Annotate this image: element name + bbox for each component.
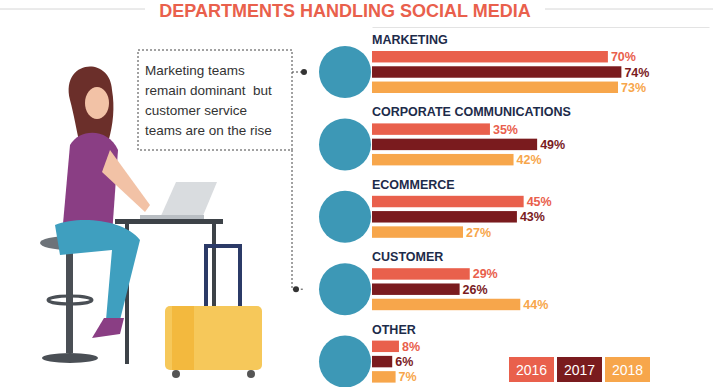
category-circle	[319, 191, 371, 243]
category-circle	[319, 118, 371, 170]
category-label: CUSTOMER	[372, 250, 443, 264]
stool-base	[42, 353, 98, 363]
legend-label: 2017	[564, 362, 595, 378]
stool-ring	[48, 296, 92, 304]
shirt	[62, 133, 118, 235]
bar	[372, 196, 524, 207]
category-circle	[319, 46, 371, 98]
category-icons	[319, 46, 371, 387]
data-label: 29%	[473, 267, 498, 281]
bars	[372, 51, 621, 383]
bar	[372, 51, 608, 62]
shoe	[92, 318, 124, 338]
arm	[102, 150, 150, 212]
x-axis-line	[373, 27, 710, 28]
data-label: 45%	[527, 195, 552, 209]
legend-label: 2018	[612, 362, 643, 378]
data-label: 7%	[399, 370, 417, 384]
title-rule	[0, 9, 145, 10]
data-label: 74%	[624, 66, 649, 80]
data-label: 26%	[463, 283, 488, 297]
legend-swatch	[509, 357, 554, 382]
suitcase-stripe	[172, 306, 194, 370]
data-label: 6%	[395, 355, 413, 369]
annotation-box	[138, 50, 292, 150]
illustration	[40, 67, 262, 378]
title-rule	[545, 9, 713, 10]
annotation-line: teams are on the rise	[145, 123, 272, 138]
legend-swatch	[557, 357, 602, 382]
category-circle	[319, 336, 371, 387]
connector-dot	[293, 286, 299, 292]
bar	[372, 226, 463, 237]
category-label: ECOMMERCE	[372, 178, 455, 192]
data-label: 73%	[621, 81, 646, 95]
bar	[372, 268, 470, 279]
desk-top	[115, 219, 223, 224]
legend: 2016 2017 2018	[509, 357, 650, 382]
annotation-line: customer service	[145, 103, 247, 118]
annotation-line: Marketing teams	[145, 63, 245, 78]
data-label: 44%	[523, 298, 548, 312]
laptop-base	[140, 215, 204, 219]
data-label: 35%	[493, 123, 518, 137]
data-label: 27%	[466, 226, 491, 240]
bar	[372, 211, 517, 222]
bar	[372, 283, 460, 294]
legend-label: 2016	[516, 362, 547, 378]
bar	[372, 82, 618, 93]
annotation: Marketing teams remain dominant but custom…	[145, 63, 272, 138]
connector-dot	[301, 69, 307, 75]
pants	[55, 220, 140, 320]
wheel	[172, 370, 180, 378]
bar	[372, 66, 621, 77]
bar	[372, 356, 392, 367]
data-label: 43%	[520, 210, 545, 224]
wheel	[247, 370, 255, 378]
bar	[372, 154, 514, 165]
bar	[372, 341, 399, 352]
category-label: MARKETING	[372, 33, 448, 47]
category-label: CORPORATE COMMUNICATIONS	[372, 105, 571, 119]
category-labels: MARKETING CORPORATE COMMUNICATIONS ECOMMER…	[372, 33, 571, 337]
data-label: 49%	[540, 138, 565, 152]
data-label: 8%	[402, 340, 420, 354]
data-labels: 70% 74%73% 35% 49%42% 45%43% 27% 29% 26% 44% 8%6%…	[395, 50, 649, 384]
bar	[372, 299, 520, 310]
stool-leg	[66, 248, 73, 353]
suitcase	[165, 306, 262, 370]
category-label: OTHER	[372, 323, 416, 337]
legend-swatch	[605, 357, 650, 382]
suitcase-handle	[206, 246, 240, 306]
connector	[292, 72, 303, 289]
annotation-line: remain dominant but	[145, 83, 272, 98]
bar	[372, 123, 490, 134]
data-label: 42%	[517, 153, 542, 167]
x-axis	[373, 27, 710, 28]
data-label: 70%	[611, 50, 636, 64]
bar	[372, 371, 396, 382]
title: DEPARTMENTS HANDLING SOCIAL MEDIA	[159, 1, 530, 21]
category-circle	[319, 263, 371, 315]
face	[85, 87, 109, 119]
laptop-screen	[160, 182, 217, 218]
bar	[372, 139, 537, 150]
